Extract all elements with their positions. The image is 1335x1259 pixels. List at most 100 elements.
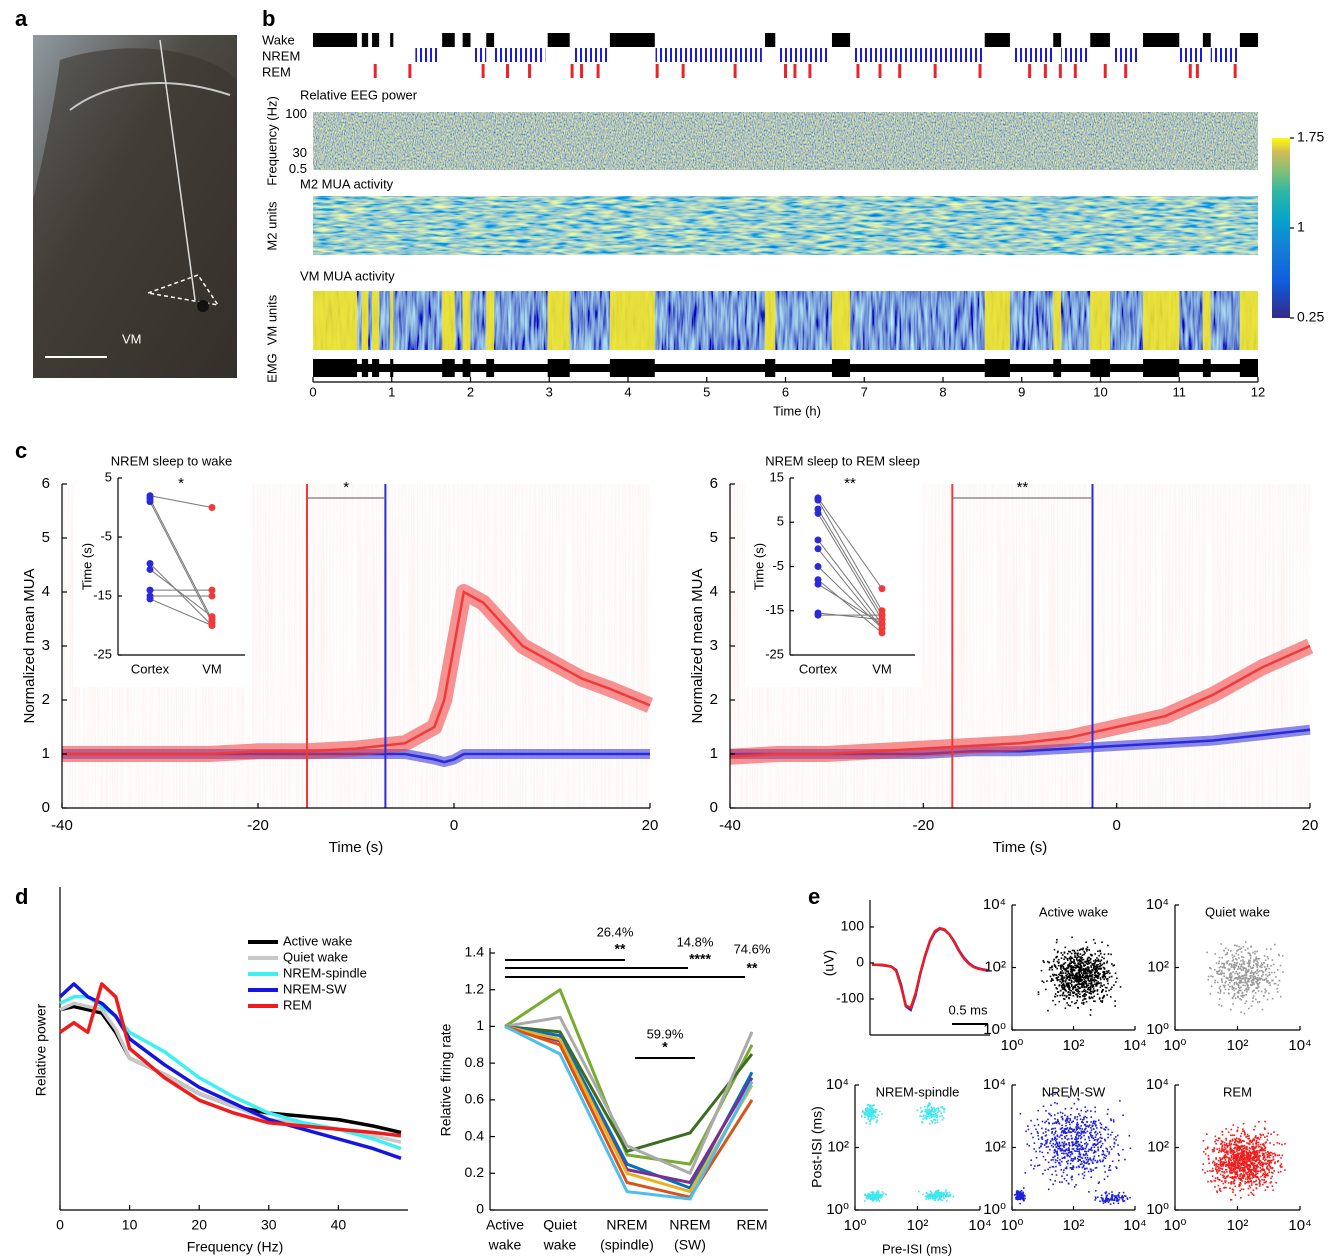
isi-point [1106,994,1108,996]
isi-point [1050,1179,1052,1181]
isi-point [1068,971,1070,973]
isi-point [1077,966,1079,968]
isi-point [1213,1161,1215,1163]
isi-point [1263,1156,1265,1158]
isi-point [1242,984,1244,986]
isi-point [1102,989,1104,991]
rem-bout [934,64,937,78]
isi-point [1277,1161,1279,1163]
isi-point [1233,1160,1235,1162]
isi-point [1244,1133,1246,1135]
scatter-title: Active wake [1039,904,1108,919]
isi-point [1072,973,1074,975]
isi-point [1056,1103,1058,1105]
isi-point [1233,1124,1235,1126]
isi-point [1254,1153,1256,1155]
isi-point [1250,1162,1252,1164]
isi-point [1087,985,1089,987]
isi-point [1274,1161,1276,1163]
isi-point [1267,1133,1269,1135]
isi-point [1260,1163,1262,1165]
y-tick-label: 10⁴ [983,896,1006,913]
isi-point [1082,962,1084,964]
isi-point [1038,993,1040,995]
isi-point [1270,948,1272,950]
isi-point [1061,964,1063,966]
isi-point [1244,1174,1246,1176]
isi-point [1077,963,1079,965]
isi-point [1064,1150,1066,1152]
x-axis-label: Time (s) [993,839,1047,856]
isi-point [1066,958,1068,960]
panel-letter: c [15,438,27,463]
isi-point [1073,1129,1075,1131]
isi-point [1114,1142,1116,1144]
isi-point [1065,1129,1067,1131]
isi-point [1046,1142,1048,1144]
isi-point [1094,1139,1096,1141]
isi-point [1258,958,1260,960]
isi-point [1089,1163,1091,1165]
isi-point [1218,1166,1220,1168]
isi-point [1074,967,1076,969]
isi-point [1249,1185,1251,1187]
isi-point [1215,1158,1217,1160]
isi-point [1225,977,1227,979]
isi-point [946,1200,948,1202]
isi-point [941,1115,943,1117]
isi-point [1095,1190,1097,1192]
isi-point [1054,965,1056,967]
isi-point [1070,1128,1072,1130]
isi-point [1090,1121,1092,1123]
wake-bout [1203,33,1211,47]
isi-point [1023,1187,1025,1189]
isi-point [923,1115,925,1117]
isi-point [1067,1127,1069,1129]
isi-point [1219,1157,1221,1159]
isi-point [1218,1152,1220,1154]
isi-point [1220,989,1222,991]
isi-point [1059,1136,1061,1138]
vm-wake-activity [390,291,393,350]
isi-point [1047,1119,1049,1121]
isi-point [1212,1175,1214,1177]
isi-point [949,1191,951,1193]
isi-point [1068,951,1070,953]
isi-point [1087,1155,1089,1157]
isi-point [1270,965,1272,967]
isi-point [1079,976,1081,978]
isi-point [1063,1169,1065,1171]
isi-point [1224,1162,1226,1164]
x-category-label: (SW) [674,1237,706,1253]
isi-point [1093,988,1095,990]
isi-point [1203,1140,1205,1142]
isi-point [1238,982,1240,984]
isi-point [1077,1141,1079,1143]
isi-point [1060,1128,1062,1130]
isi-point [1239,1174,1241,1176]
isi-point [1047,1139,1049,1141]
isi-point [1249,1141,1251,1143]
isi-point [1226,954,1228,956]
isi-point [1255,999,1257,1001]
isi-point [926,1113,928,1115]
inset-y-tick-label: -25 [93,646,112,661]
isi-point [1240,1152,1242,1154]
isi-point [1085,1148,1087,1150]
isi-point [1091,1129,1093,1131]
isi-point [1070,969,1072,971]
isi-point [1239,972,1241,974]
isi-point [1066,1174,1068,1176]
isi-point [1052,1143,1054,1145]
isi-point [1067,1116,1069,1118]
isi-point [1277,1155,1279,1157]
isi-point [1239,1170,1241,1172]
isi-point [1085,961,1087,963]
isi-point [1065,969,1067,971]
isi-point [1087,957,1089,959]
isi-point [1069,963,1071,965]
isi-point [921,1110,923,1112]
isi-point [1130,1148,1132,1150]
isi-point [1254,1151,1256,1153]
isi-point [1084,1116,1086,1118]
